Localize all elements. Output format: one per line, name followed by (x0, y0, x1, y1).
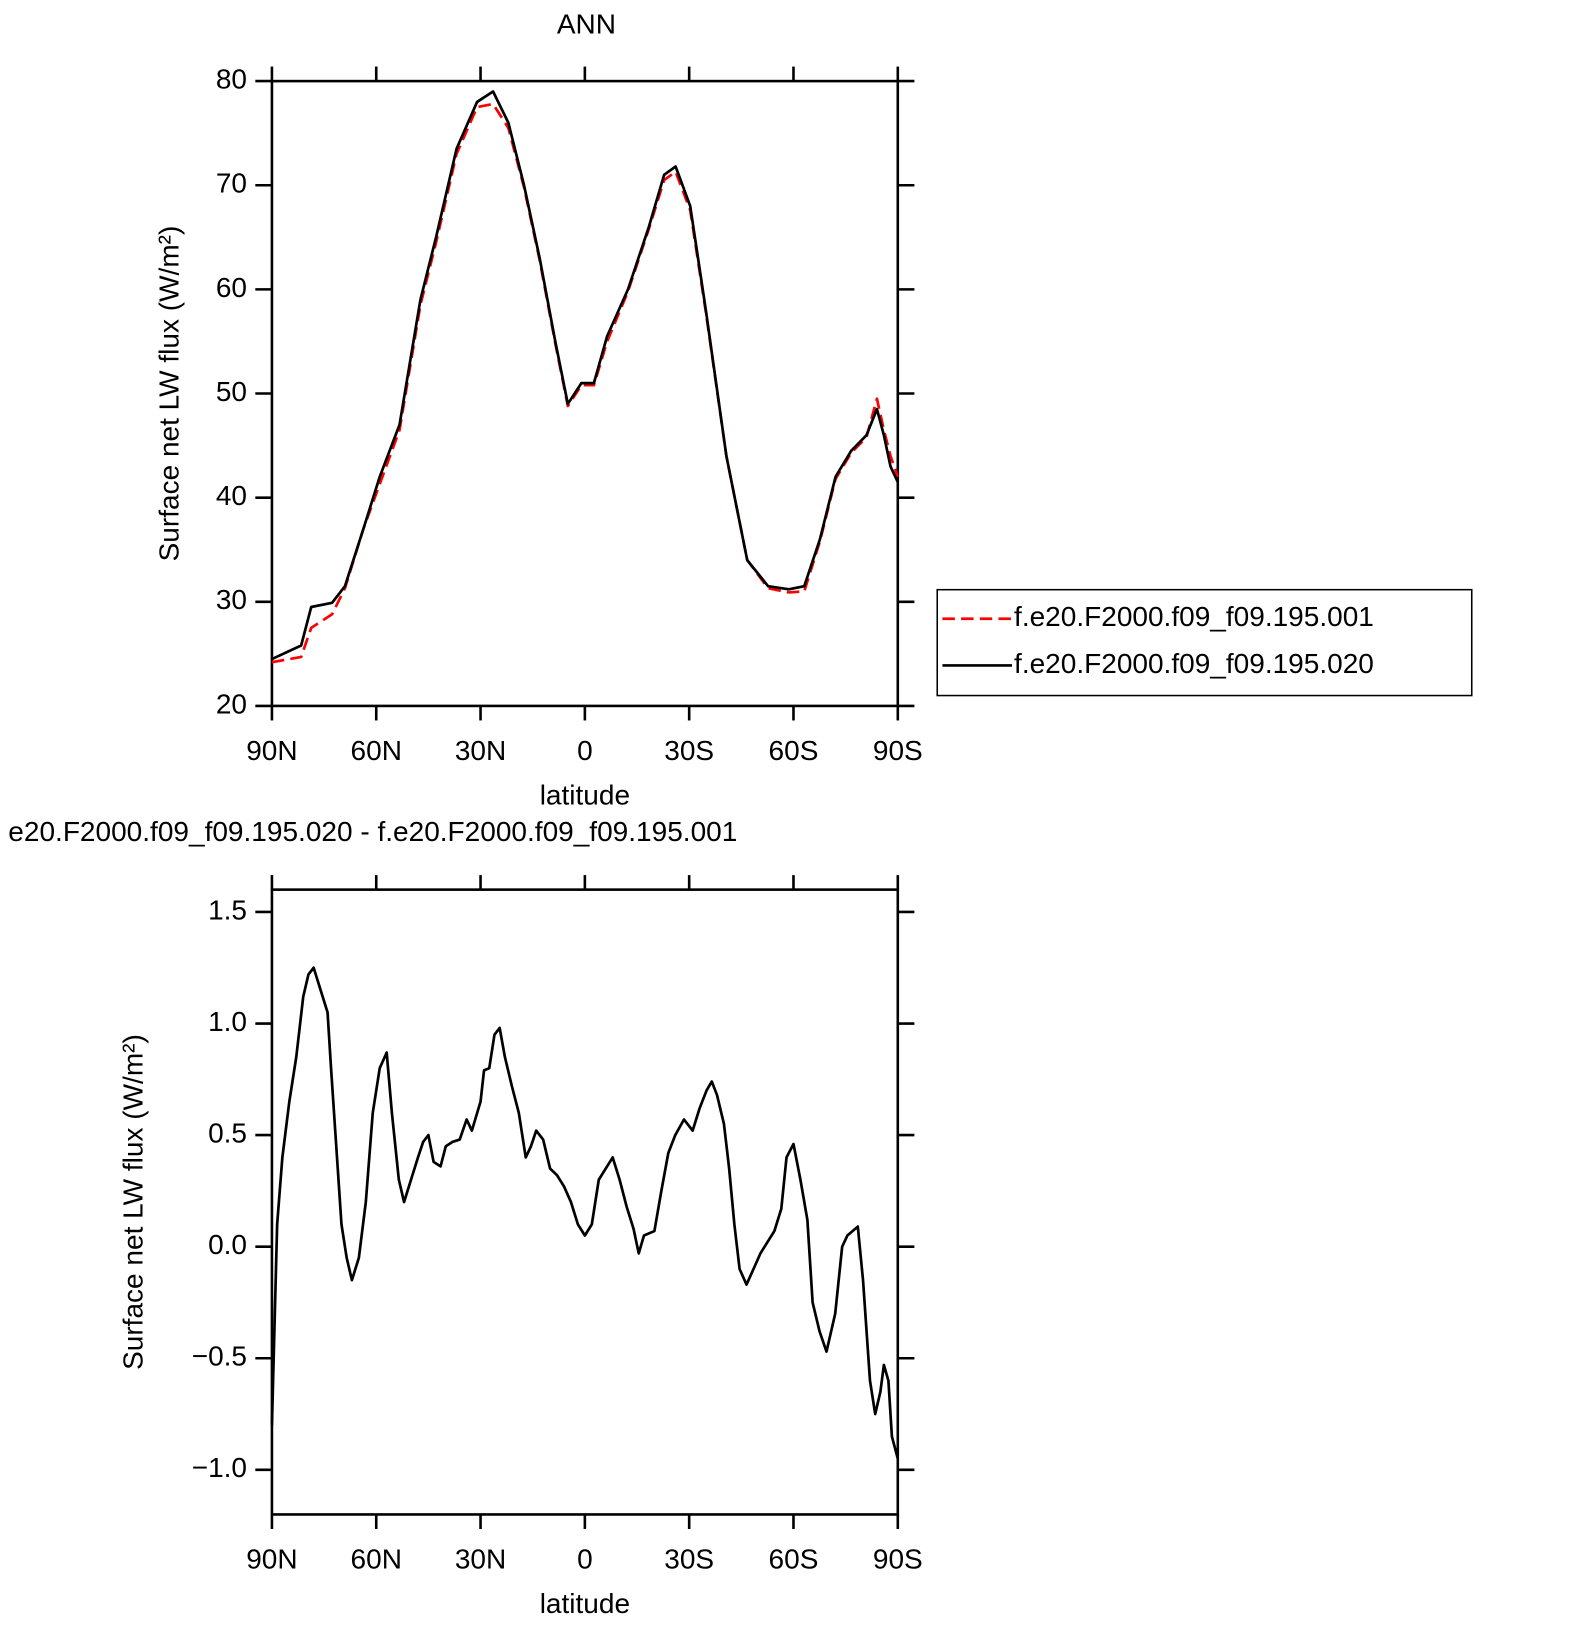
data-line (270, 966, 900, 1460)
y-tick-label: 1.0 (208, 1006, 247, 1037)
legend: f.e20.F2000.f09_f09.195.001 f.e20.F2000.f… (936, 588, 1473, 697)
x-tick-label: 30S (664, 735, 714, 766)
y-tick-label: 0.5 (208, 1118, 247, 1149)
chart-title: ANN (557, 9, 616, 40)
y-tick-label: 60 (216, 272, 247, 303)
y-axis-label: Surface net LW flux (W/m²) (117, 1034, 148, 1370)
legend-box (936, 588, 1473, 697)
plot-frame (270, 79, 900, 708)
data-line (271, 90, 900, 661)
x-axis-label: latitude (540, 1588, 630, 1619)
x-tick-label: 60S (769, 1544, 819, 1575)
x-tick-label: 60N (351, 735, 402, 766)
x-tick-label: 90S (873, 735, 923, 766)
x-tick-label: 90S (873, 1544, 923, 1575)
y-tick-label: 20 (216, 688, 247, 719)
y-tick-label: 1.5 (208, 894, 247, 925)
x-tick-label: 90N (246, 1544, 297, 1575)
y-tick-label: −1.0 (192, 1452, 247, 1483)
x-tick-label: 30N (455, 1544, 506, 1575)
y-tick-label: 40 (216, 480, 247, 511)
x-tick-label: 0 (577, 1544, 593, 1575)
y-tick-label: 80 (216, 64, 247, 95)
y-tick-label: 30 (216, 584, 247, 615)
x-tick-label: 0 (577, 735, 593, 766)
x-axis-label: latitude (540, 780, 630, 811)
y-tick-label: 0.0 (208, 1229, 247, 1260)
x-tick-label: 60N (351, 1544, 402, 1575)
y-tick-label: 70 (216, 168, 247, 199)
chart-title: e20.F2000.f09_f09.195.020 - f.e20.F2000.… (8, 816, 737, 847)
x-tick-label: 30N (455, 735, 506, 766)
y-tick-label: 50 (216, 376, 247, 407)
y-axis-label: Surface net LW flux (W/m²) (154, 226, 185, 562)
legend-label: f.e20.F2000.f09_f09.195.001 (1014, 601, 1374, 632)
plot-frame (270, 888, 900, 1516)
legend-label: f.e20.F2000.f09_f09.195.020 (1014, 648, 1374, 679)
x-tick-label: 30S (664, 1544, 714, 1575)
x-tick-label: 60S (769, 735, 819, 766)
y-tick-label: −0.5 (192, 1341, 247, 1372)
x-tick-label: 90N (246, 735, 297, 766)
